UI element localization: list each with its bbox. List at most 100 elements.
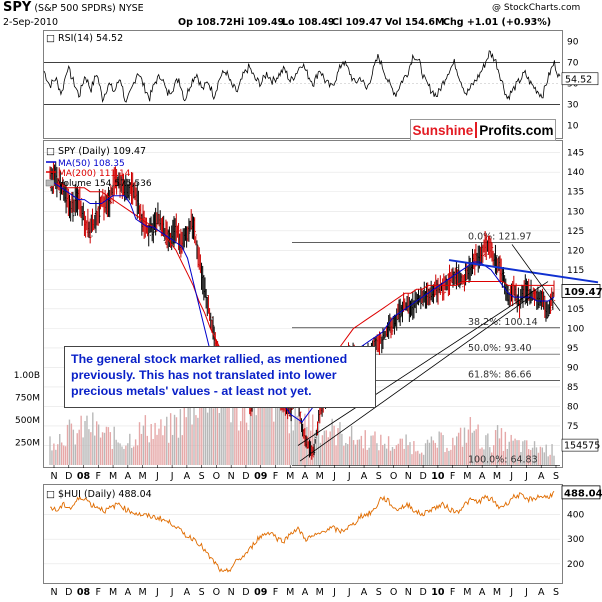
volume-swatch [45, 179, 55, 187]
spy-x-label-7: J [155, 471, 159, 482]
hui-x-label-4: M [109, 587, 117, 598]
hui-title: □ $HUI (Daily) 488.04 [46, 489, 152, 500]
volume-last-box [561, 438, 599, 452]
hui-x-label-34: S [553, 587, 559, 598]
spy-x-label-12: N [228, 471, 235, 482]
blue-trendline [448, 259, 599, 284]
ma50-legend: MA(50) 108.35 [58, 159, 125, 169]
hui-x-label-9: A [184, 587, 191, 598]
rsi-last-box [561, 72, 599, 86]
spy-x-label-24: N [405, 471, 412, 482]
hui-x-label-24: N [405, 587, 412, 598]
hui-tick-300: 300 [567, 535, 584, 545]
symbol: SPY [3, 0, 32, 15]
ma200-legend: MA(200) 111.14 [58, 169, 131, 179]
spy-tick-75: 75 [567, 422, 578, 432]
ma50-line [49, 179, 555, 423]
hui-x-label-14: 09 [254, 587, 267, 598]
spy-x-label-29: A [479, 471, 486, 482]
hui-last-value: 488.04 [564, 488, 602, 499]
hui-tick-400: 400 [567, 511, 584, 521]
hui-x-label-11: O [213, 587, 220, 598]
hui-line [49, 490, 555, 573]
spy-tick-140: 140 [567, 168, 584, 178]
spy-x-label-34: S [553, 471, 559, 482]
fib-label-0: 0.0%: 121.97 [468, 232, 532, 243]
spy-last-box [561, 284, 601, 298]
hui-x-label-30: M [493, 587, 501, 598]
hui-x-label-22: S [376, 587, 382, 598]
spy-tick-130: 130 [567, 207, 584, 217]
sunshine-profits-logo: Sunshine Profits.com [410, 119, 556, 141]
volume-legend: Volume 154,575,536 [58, 179, 152, 189]
symbol-title: SPY (S&P 500 SPDRs) NYSE [3, 0, 144, 15]
black-trendline-down [511, 244, 561, 312]
hui-x-label-8: J [170, 587, 174, 598]
spy-x-label-6: M [138, 471, 146, 482]
spy-x-label-23: O [390, 471, 397, 482]
quote-open: Op 108.72 [178, 17, 233, 28]
volume-tick-250M: 250M [15, 439, 40, 449]
spy-x-label-10: S [199, 471, 205, 482]
hui-x-label-6: M [138, 587, 146, 598]
logo-separator [475, 122, 478, 138]
spy-tick-120: 120 [567, 246, 584, 256]
black-trendline-upper [297, 281, 549, 446]
spy-x-label-19: J [332, 471, 336, 482]
logo-part-2: Profits.com [479, 122, 554, 138]
spy-tick-135: 135 [567, 188, 584, 198]
rsi-last-value: 54.52 [565, 74, 592, 85]
fib-label-4: 100.0%: 64.83 [468, 455, 538, 466]
hui-x-label-26: 10 [431, 587, 445, 598]
symbol-description: (S&P 500 SPDRs) NYSE [34, 3, 144, 14]
rsi-line [43, 50, 561, 103]
rsi-tick-70: 70 [567, 59, 579, 69]
spy-x-label-28: M [463, 471, 471, 482]
hui-tick-200: 200 [567, 560, 584, 570]
spy-tick-100: 100 [567, 324, 584, 334]
quote-change: Chg +1.01 (+0.93%) [443, 17, 552, 28]
fib-label-3: 61.8%: 86.66 [468, 369, 532, 380]
hui-x-label-33: A [538, 587, 545, 598]
spy-x-label-3: F [96, 471, 101, 482]
spy-x-label-26: 10 [431, 471, 445, 482]
hui-x-label-23: O [390, 587, 397, 598]
spy-x-label-22: S [376, 471, 382, 482]
spy-x-label-17: A [302, 471, 309, 482]
spy-x-label-20: J [347, 471, 351, 482]
spy-tick-90: 90 [567, 363, 579, 373]
spy-x-label-18: M [316, 471, 324, 482]
callout-line-2: previously. This has not translated into… [71, 368, 337, 382]
hui-x-label-17: A [302, 587, 309, 598]
hui-x-label-5: A [125, 587, 132, 598]
hui-x-label-28: M [463, 587, 471, 598]
hui-x-label-2: 08 [77, 587, 91, 598]
hui-x-label-18: M [316, 587, 324, 598]
spy-tick-115: 115 [567, 266, 584, 276]
quote-close: Cl 109.47 [332, 17, 383, 28]
hui-last-box [561, 485, 601, 500]
spy-x-label-5: A [125, 471, 132, 482]
quote-volume: Vol 154.6M [385, 17, 445, 28]
hui-x-label-21: A [361, 587, 368, 598]
rsi-tick-10: 10 [567, 122, 579, 132]
volume-last-value: 154575 [564, 441, 600, 452]
spy-tick-145: 145 [567, 149, 584, 159]
callout-line-1: The general stock market rallied, as men… [71, 352, 348, 366]
hui-x-label-13: D [242, 587, 249, 598]
spy-x-label-2: 08 [77, 471, 91, 482]
callout-line-3: precious metals' values - at least not y… [71, 384, 312, 398]
spy-x-label-33: A [538, 471, 545, 482]
spy-x-label-32: J [524, 471, 528, 482]
hui-x-label-15: F [273, 587, 278, 598]
quote-high: Hi 109.49 [233, 17, 285, 28]
annotation-callout: The general stock market rallied, as men… [64, 346, 376, 408]
spy-last-value: 109.47 [564, 287, 602, 298]
black-trendline-lower [299, 296, 531, 462]
volume-tick-500M: 500M [15, 416, 40, 426]
hui-x-label-31: J [509, 587, 513, 598]
spy-tick-85: 85 [567, 383, 578, 393]
spy-x-label-21: A [361, 471, 368, 482]
